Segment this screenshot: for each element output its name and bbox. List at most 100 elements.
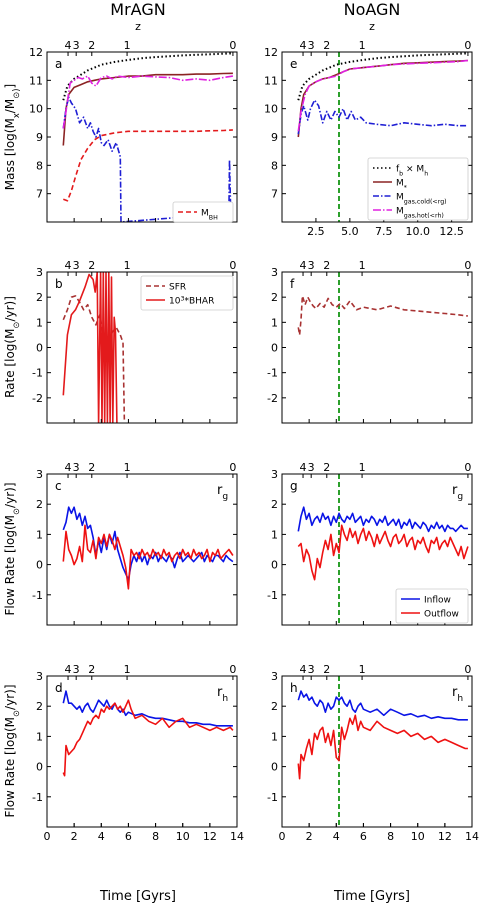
x-tick-label: 8 — [387, 830, 394, 843]
series-outflow — [297, 714, 468, 780]
legend-box — [172, 201, 234, 223]
z-tick-label: 4 — [65, 461, 72, 474]
y-tick-label: -2 — [32, 392, 43, 405]
z-tick-label: 0 — [464, 259, 471, 272]
z-tick-label: 1 — [124, 461, 131, 474]
z-tick-label: 0 — [229, 39, 236, 52]
panel-frame — [46, 51, 238, 223]
radius-tag: rg — [452, 483, 463, 502]
z-tick-label: 0 — [464, 39, 471, 52]
x-tick-label: 6 — [125, 830, 132, 843]
y-tick-label: -1 — [32, 589, 43, 602]
x-tick-label: 12.5 — [439, 225, 464, 238]
y-tick-label: 0 — [36, 559, 43, 572]
z-tick-label: 1 — [359, 461, 366, 474]
y-axis-label-row-1: Mass [log(Mx/M⊙)] — [3, 84, 21, 190]
y-tick-label: 0 — [271, 342, 278, 355]
legend-label: SFR — [169, 283, 186, 293]
y-tick-label: 3 — [36, 468, 43, 481]
y-tick-label: 0 — [271, 761, 278, 774]
panel-frame — [46, 473, 238, 626]
x-tick-label: 14 — [465, 830, 479, 843]
legend-label: M* — [396, 179, 407, 192]
panel-letter: g — [290, 479, 298, 493]
x-tick-label: 2 — [71, 830, 78, 843]
y-tick-label: 0 — [36, 342, 43, 355]
x-tick-label: 6 — [360, 830, 367, 843]
panel-letter: h — [290, 681, 298, 695]
panel-letter: d — [55, 681, 63, 695]
y-tick-label: 2 — [36, 498, 43, 511]
z-tick-label: 4 — [65, 663, 72, 676]
z-tick-label: 3 — [308, 259, 315, 272]
y-tick-label: 3 — [36, 266, 43, 279]
radius-tag: rg — [217, 483, 228, 502]
panel-frame — [281, 271, 473, 424]
z-tick-label: 4 — [300, 663, 307, 676]
y-tick-label: 1 — [36, 316, 43, 329]
x-tick-label: 12 — [203, 830, 217, 843]
z-tick-label: 3 — [73, 39, 80, 52]
y-axis-label-row-2: Rate [log(M⊙/yr)] — [3, 296, 21, 398]
legend-box — [140, 275, 234, 311]
series-outflow — [62, 524, 234, 590]
y-tick-label: 3 — [271, 266, 278, 279]
z-tick-label: 4 — [65, 39, 72, 52]
series-10-3-bhar — [62, 272, 118, 423]
y-tick-label: 3 — [271, 468, 278, 481]
z-tick-label: 1 — [359, 663, 366, 676]
y-tick-label: 2 — [271, 498, 278, 511]
y-tick-label: 1 — [36, 528, 43, 541]
y-tick-label: 2 — [271, 700, 278, 713]
z-tick-label: 1 — [124, 663, 131, 676]
x-tick-label: 5.0 — [341, 225, 359, 238]
panel-frame — [281, 675, 473, 828]
series-outflow — [297, 524, 469, 581]
x-tick-label: 2 — [306, 830, 313, 843]
x-tick-label: 0 — [279, 830, 286, 843]
series-m- — [62, 72, 233, 146]
series-f-b-m-h — [62, 52, 233, 101]
y-tick-label: 2 — [36, 700, 43, 713]
z-tick-label: 2 — [88, 39, 95, 52]
panel-letter: b — [55, 277, 63, 291]
z-tick-label: 0 — [229, 663, 236, 676]
y-tick-label: 12 — [264, 46, 278, 59]
x-tick-label: 4 — [98, 830, 105, 843]
z-tick-label: 1 — [124, 259, 131, 272]
y-tick-label: -2 — [267, 392, 278, 405]
legend-label: Outflow — [424, 610, 459, 620]
legend-label: 103*BHAR — [169, 295, 214, 307]
panel-frame — [281, 473, 473, 626]
series-inflow — [62, 506, 234, 581]
z-tick-label: 0 — [229, 259, 236, 272]
z-tick-label: 1 — [359, 39, 366, 52]
z-tick-label: 4 — [65, 259, 72, 272]
legend-label: Inflow — [424, 596, 451, 606]
x-tick-label: 10 — [176, 830, 190, 843]
panel-frame — [46, 675, 238, 828]
legend: MBH — [172, 201, 234, 223]
series-sfr — [62, 295, 126, 423]
series-m-gas-hot-r-h- — [62, 75, 234, 129]
z-tick-label: 3 — [308, 461, 315, 474]
z-tick-label: 2 — [323, 461, 330, 474]
y-tick-label: 1 — [36, 730, 43, 743]
x-tick-label: 8 — [152, 830, 159, 843]
z-tick-label: 4 — [300, 39, 307, 52]
series-m-bh — [63, 129, 233, 202]
y-tick-label: 11 — [29, 74, 43, 87]
z-tick-label: 4 — [300, 259, 307, 272]
legend-box — [367, 157, 469, 221]
y-tick-label: 3 — [36, 670, 43, 683]
y-tick-label: -1 — [32, 367, 43, 380]
legend-box — [395, 588, 469, 624]
y-tick-label: 1 — [271, 316, 278, 329]
y-tick-label: 8 — [36, 159, 43, 172]
z-tick-label: 3 — [308, 39, 315, 52]
z-tick-label: 2 — [88, 663, 95, 676]
